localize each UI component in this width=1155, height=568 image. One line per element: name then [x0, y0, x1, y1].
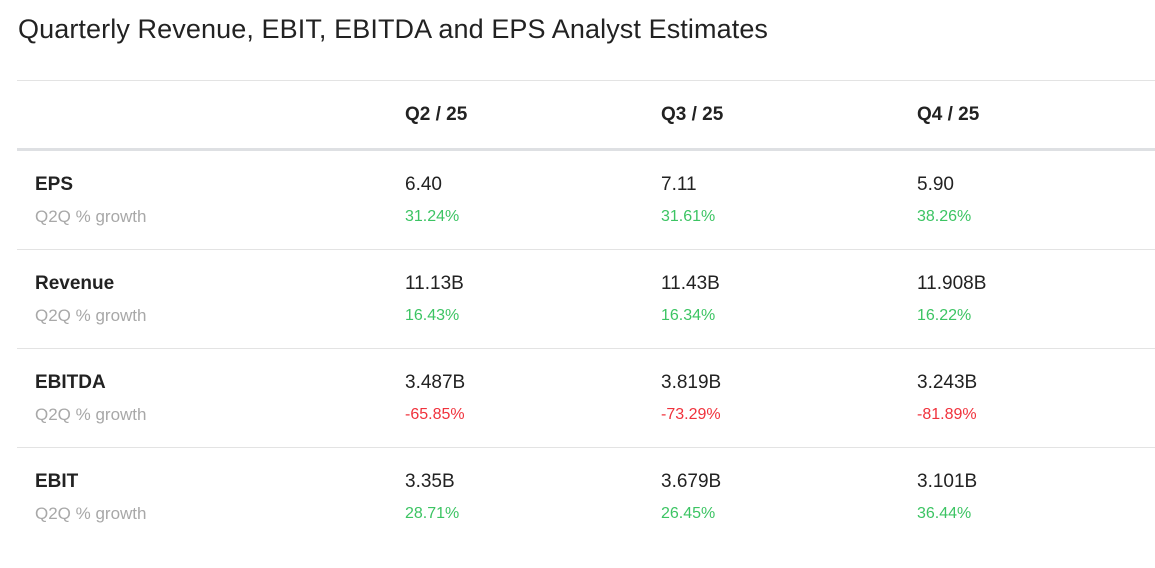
metric-label: Revenue — [35, 273, 115, 294]
table-row: EBIT Q2Q % growth 3.35B 28.71% 3.679B 26.4… — [17, 448, 1155, 546]
estimate-value: 3.679B — [661, 471, 722, 492]
metric-label: EBIT — [35, 471, 79, 492]
estimate-value: 11.13B — [405, 273, 464, 294]
estimate-value: 3.819B — [661, 372, 722, 393]
growth-value: 38.26% — [917, 208, 972, 225]
estimate-value: 5.90 — [917, 174, 954, 195]
growth-label: Q2Q % growth — [35, 504, 147, 523]
column-header: Q2 / 25 — [405, 104, 468, 125]
growth-label: Q2Q % growth — [35, 306, 147, 325]
table-body: EPS Q2Q % growth 6.40 31.24% 7.11 31.61% 5.… — [17, 151, 1155, 546]
growth-value: -65.85% — [405, 406, 465, 423]
metric-label: EPS — [35, 174, 74, 195]
estimate-value: 6.40 — [405, 174, 442, 195]
table-row: Revenue Q2Q % growth 11.13B 16.43% 11.43B … — [17, 250, 1155, 349]
growth-value: 31.24% — [405, 208, 460, 225]
growth-value: 31.61% — [661, 208, 716, 225]
estimate-value: 3.487B — [405, 372, 466, 393]
estimate-value: 3.35B — [405, 471, 455, 492]
estimate-value: 11.43B — [661, 273, 720, 294]
growth-value: 26.45% — [661, 505, 716, 522]
page-title: Quarterly Revenue, EBIT, EBITDA and EPS … — [18, 14, 769, 44]
column-header: Q3 / 25 — [661, 104, 724, 125]
growth-value: -73.29% — [661, 406, 721, 423]
growth-label: Q2Q % growth — [35, 405, 147, 424]
growth-value: 16.43% — [405, 307, 460, 324]
column-header: Q4 / 25 — [917, 104, 980, 125]
growth-value: 36.44% — [917, 505, 972, 522]
table-header: Q2 / 25 Q3 / 25 Q4 / 25 — [17, 81, 1155, 151]
table-row: EBITDA Q2Q % growth 3.487B -65.85% 3.819B … — [17, 349, 1155, 448]
table-row: EPS Q2Q % growth 6.40 31.24% 7.11 31.61% 5.… — [17, 151, 1155, 250]
growth-value: 16.34% — [661, 307, 716, 324]
growth-value: -81.89% — [917, 406, 977, 423]
growth-label: Q2Q % growth — [35, 207, 147, 226]
growth-value: 28.71% — [405, 505, 460, 522]
growth-value: 16.22% — [917, 307, 972, 324]
metric-label: EBITDA — [35, 372, 106, 393]
estimate-value: 3.101B — [917, 471, 978, 492]
estimates-table: Q2 / 25 Q3 / 25 Q4 / 25 EPS Q2Q % growth… — [17, 80, 1155, 546]
estimate-value: 11.908B — [917, 273, 987, 294]
estimate-value: 3.243B — [917, 372, 978, 393]
estimate-value: 7.11 — [661, 174, 697, 195]
